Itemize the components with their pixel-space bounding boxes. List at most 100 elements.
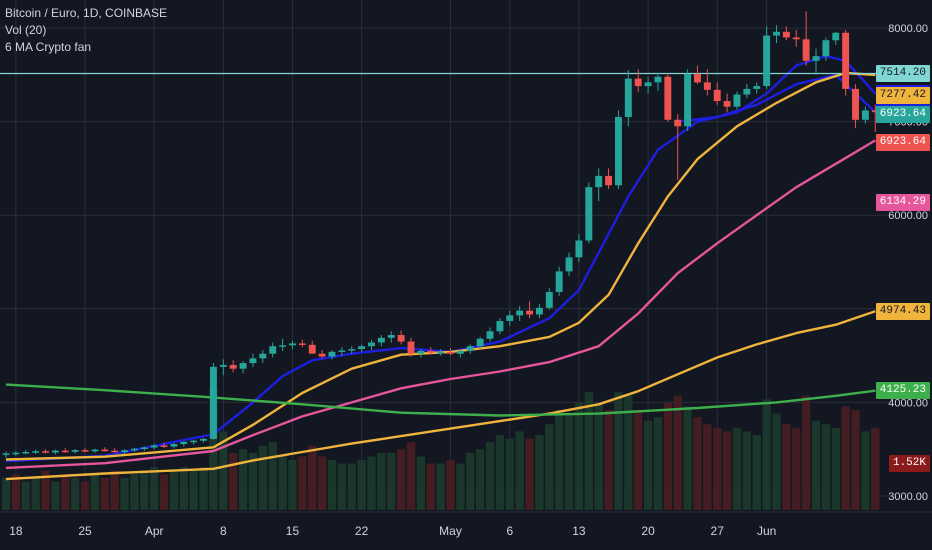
candle <box>71 449 79 454</box>
candle-body <box>437 351 445 354</box>
candle-body <box>684 73 692 127</box>
volume-bar <box>337 463 347 510</box>
candle <box>703 69 711 96</box>
candle-body <box>535 307 543 315</box>
candle-body <box>842 32 850 89</box>
volume-bar <box>367 456 376 510</box>
candle-body <box>644 82 652 87</box>
candle <box>328 349 336 360</box>
candle-body <box>703 82 711 90</box>
candle <box>2 451 10 458</box>
volume-bar <box>851 410 860 510</box>
candle <box>753 82 761 94</box>
candle <box>802 11 810 66</box>
price-axis-tick-label: 6000.00 <box>888 210 928 222</box>
candle-body <box>694 73 701 83</box>
candle-body <box>259 353 267 359</box>
candle <box>842 29 850 96</box>
volume-indicator-label[interactable]: Vol (20) <box>5 23 47 37</box>
time-axis-tick-label: 6 <box>506 524 513 538</box>
volume-bar <box>594 402 603 510</box>
price-tag: 7277.42 <box>875 87 930 105</box>
candle-body <box>71 450 79 452</box>
candle-body <box>160 445 168 447</box>
candle-body <box>209 366 217 439</box>
candle-body <box>526 310 534 315</box>
candle <box>101 447 109 452</box>
time-axis-tick-label: 15 <box>286 524 300 538</box>
volume-bar <box>604 410 613 510</box>
volume-bar <box>634 410 643 510</box>
candle-body <box>180 441 188 445</box>
candle-body <box>229 364 237 369</box>
ma-line <box>5 71 876 461</box>
candle <box>269 342 277 358</box>
price-tag: 4974.43 <box>875 302 930 320</box>
candle <box>91 448 99 453</box>
candle <box>289 340 296 350</box>
candle-body <box>200 438 208 441</box>
symbol-title[interactable]: Bitcoin / Euro, 1D, COINBASE <box>5 6 168 20</box>
time-axis-tick-label: 27 <box>711 524 725 538</box>
candle <box>723 93 731 113</box>
volume-bar <box>653 417 663 510</box>
candle-body <box>239 363 247 369</box>
candle <box>338 347 346 356</box>
candle-body <box>81 450 89 452</box>
volume-bar <box>61 474 70 510</box>
volume-bar <box>831 427 840 510</box>
candle-body <box>634 78 642 87</box>
candle <box>812 48 820 75</box>
candle-body <box>674 119 682 127</box>
price-tag: 1.52K <box>888 454 930 472</box>
ma-line <box>5 139 876 470</box>
time-axis[interactable]: 18 25 Apr 8 15 22 May 6 13 20 27 Jun <box>0 511 932 538</box>
candle <box>140 446 148 452</box>
candle <box>358 344 366 352</box>
volume-bar <box>485 442 495 510</box>
candle <box>51 449 59 455</box>
candle <box>12 451 20 456</box>
candle-body <box>773 31 780 36</box>
candle-body <box>832 32 840 41</box>
candle-body <box>407 341 415 354</box>
volume-bar <box>268 442 277 510</box>
time-axis-tick-label: May <box>439 524 462 538</box>
volume-bar <box>357 460 366 510</box>
volume-bar <box>308 445 317 510</box>
volume-bar <box>663 402 672 510</box>
time-axis-tick-label: 20 <box>641 524 655 538</box>
candle <box>506 310 514 326</box>
volume-bar <box>90 474 100 510</box>
volume-bar <box>545 424 554 510</box>
candle <box>486 327 494 342</box>
candle <box>871 104 879 132</box>
volume-bar <box>515 431 524 510</box>
candle <box>298 339 306 348</box>
candle-body <box>723 101 731 107</box>
candle-body <box>338 350 346 352</box>
candle-body <box>308 344 316 354</box>
ma-fan-indicator-label[interactable]: 6 MA Crypto fan <box>5 40 92 54</box>
candle <box>634 69 642 92</box>
volume-bar <box>41 470 50 510</box>
volume-bar <box>179 467 188 510</box>
volume-bar <box>762 399 771 510</box>
candle <box>22 450 30 455</box>
candle <box>713 82 721 105</box>
price-axis-tick-label: 8000.00 <box>888 23 928 35</box>
candle-body <box>170 444 178 447</box>
candle <box>121 449 128 454</box>
volume-bar <box>317 456 327 510</box>
volume-bar <box>406 442 416 510</box>
candle <box>348 346 356 354</box>
candle <box>456 349 464 358</box>
candle-body <box>802 39 810 61</box>
volume-bar <box>792 427 801 510</box>
candle <box>861 106 869 124</box>
candle-body <box>447 351 454 354</box>
volume-bar <box>209 388 218 510</box>
candle-body <box>753 86 761 89</box>
candle-body <box>269 346 277 354</box>
